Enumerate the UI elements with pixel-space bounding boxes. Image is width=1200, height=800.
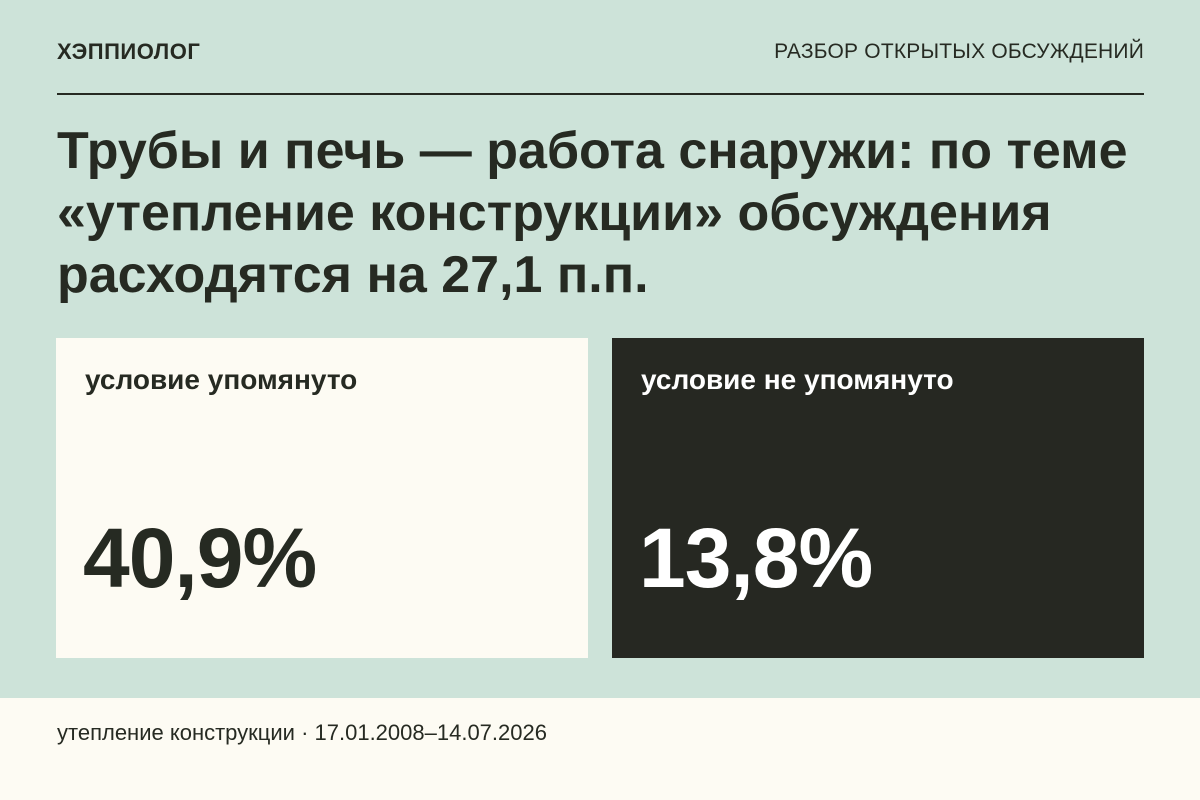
stat-label-mentioned: условие упомянуто [85, 364, 358, 395]
stat-label-not-mentioned: условие не упомянуто [641, 364, 954, 395]
stat-value-not-mentioned: 13,8% [639, 511, 873, 605]
stat-card-mentioned: условие упомянуто 40,9% [56, 338, 588, 658]
brand-name: ХЭППИОЛОГ [57, 39, 201, 64]
footer-caption: утепление конструкции · 17.01.2008–14.07… [57, 720, 547, 745]
section-title: РАЗБОР ОТКРЫТЫХ ОБСУЖДЕНИЙ [774, 40, 1144, 63]
stat-value-mentioned: 40,9% [83, 511, 317, 605]
stat-card-not-mentioned: условие не упомянуто 13,8% [612, 338, 1144, 658]
header-divider [57, 93, 1144, 95]
footer: утепление конструкции · 17.01.2008–14.07… [0, 698, 1200, 800]
header: ХЭППИОЛОГ РАЗБОР ОТКРЫТЫХ ОБСУЖДЕНИЙ [57, 36, 1144, 68]
headline: Трубы и печь — работа снаружи: по теме «… [57, 122, 1128, 304]
